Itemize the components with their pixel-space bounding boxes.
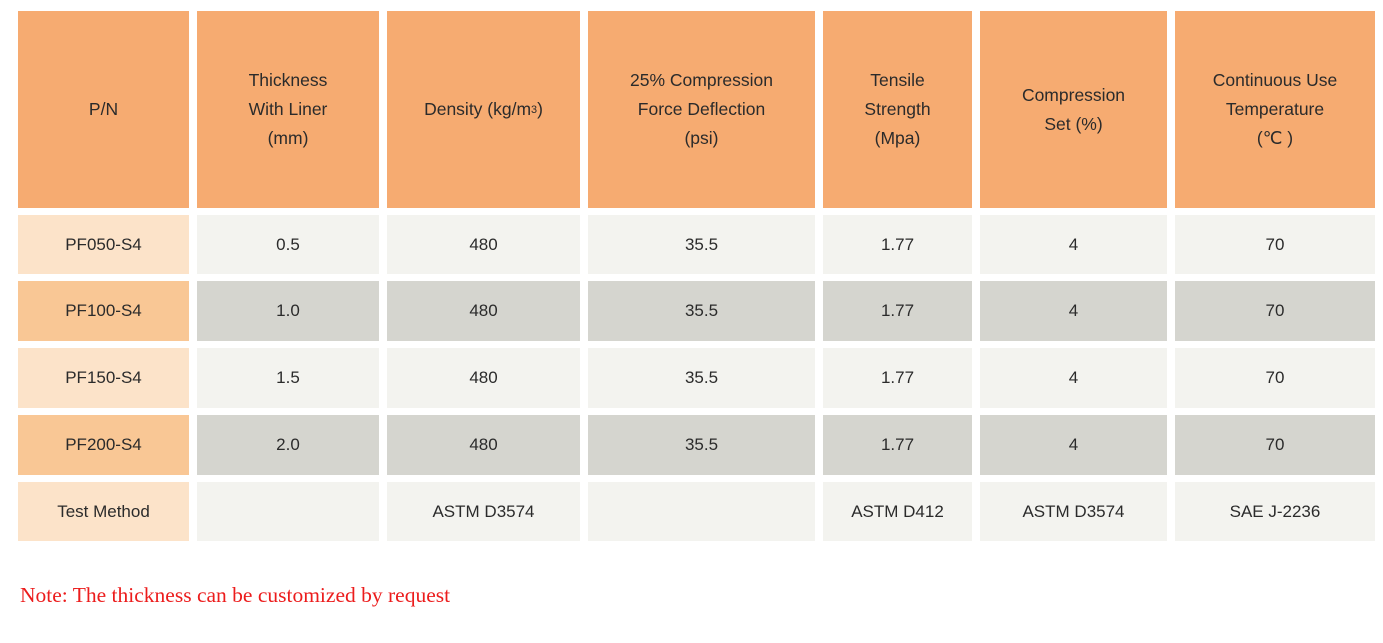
cell-pn: PF200-S4 (18, 415, 189, 475)
cell-value: 0.5 (197, 215, 379, 274)
header-cell-continuous-use-temperature: Continuous Use Temperature (℃ ) (1175, 11, 1375, 208)
cell-value: 4 (980, 215, 1167, 274)
cell-value: ASTM D3574 (387, 482, 580, 541)
cell-value: 35.5 (588, 415, 815, 475)
cell-value: 1.0 (197, 281, 379, 341)
cell-value: 2.0 (197, 415, 379, 475)
cell-value: 1.77 (823, 281, 972, 341)
cell-value: 1.77 (823, 348, 972, 408)
cell-value: 70 (1175, 281, 1375, 341)
cell-pn: PF150-S4 (18, 348, 189, 408)
cell-value: 35.5 (588, 215, 815, 274)
header-cell-pn: P/N (18, 11, 189, 208)
cell-value: ASTM D412 (823, 482, 972, 541)
header-cell-compression-force-deflection: 25% Compression Force Deflection (psi) (588, 11, 815, 208)
cell-value: 70 (1175, 415, 1375, 475)
cell-value: SAE J-2236 (1175, 482, 1375, 541)
cell-value: 4 (980, 281, 1167, 341)
cell-test-method-label: Test Method (18, 482, 189, 541)
cell-pn: PF050-S4 (18, 215, 189, 274)
cell-value: 480 (387, 415, 580, 475)
cell-value: 70 (1175, 215, 1375, 274)
cell-value (588, 482, 815, 541)
cell-value: 35.5 (588, 348, 815, 408)
cell-value: 480 (387, 281, 580, 341)
thickness-note: Note: The thickness can be customized by… (20, 583, 451, 607)
header-cell-tensile-strength: Tensile Strength (Mpa) (823, 11, 972, 208)
cell-value: 1.77 (823, 415, 972, 475)
spec-table: P/N Thickness With Liner (mm) Density (k… (18, 11, 1375, 541)
cell-value: 4 (980, 348, 1167, 408)
cell-value: 35.5 (588, 281, 815, 341)
cell-value (197, 482, 379, 541)
cell-value: 480 (387, 215, 580, 274)
cell-value: 70 (1175, 348, 1375, 408)
cell-value: 480 (387, 348, 580, 408)
cell-value: 4 (980, 415, 1167, 475)
header-cell-density: Density (kg/m 3 ) (387, 11, 580, 208)
cell-value: 1.5 (197, 348, 379, 408)
cell-value: 1.77 (823, 215, 972, 274)
cell-value: ASTM D3574 (980, 482, 1167, 541)
density-label-suffix: ) (537, 99, 543, 120)
density-label-prefix: Density (kg/m (424, 99, 532, 120)
header-cell-thickness: Thickness With Liner (mm) (197, 11, 379, 208)
header-cell-compression-set: Compression Set (%) (980, 11, 1167, 208)
cell-pn: PF100-S4 (18, 281, 189, 341)
